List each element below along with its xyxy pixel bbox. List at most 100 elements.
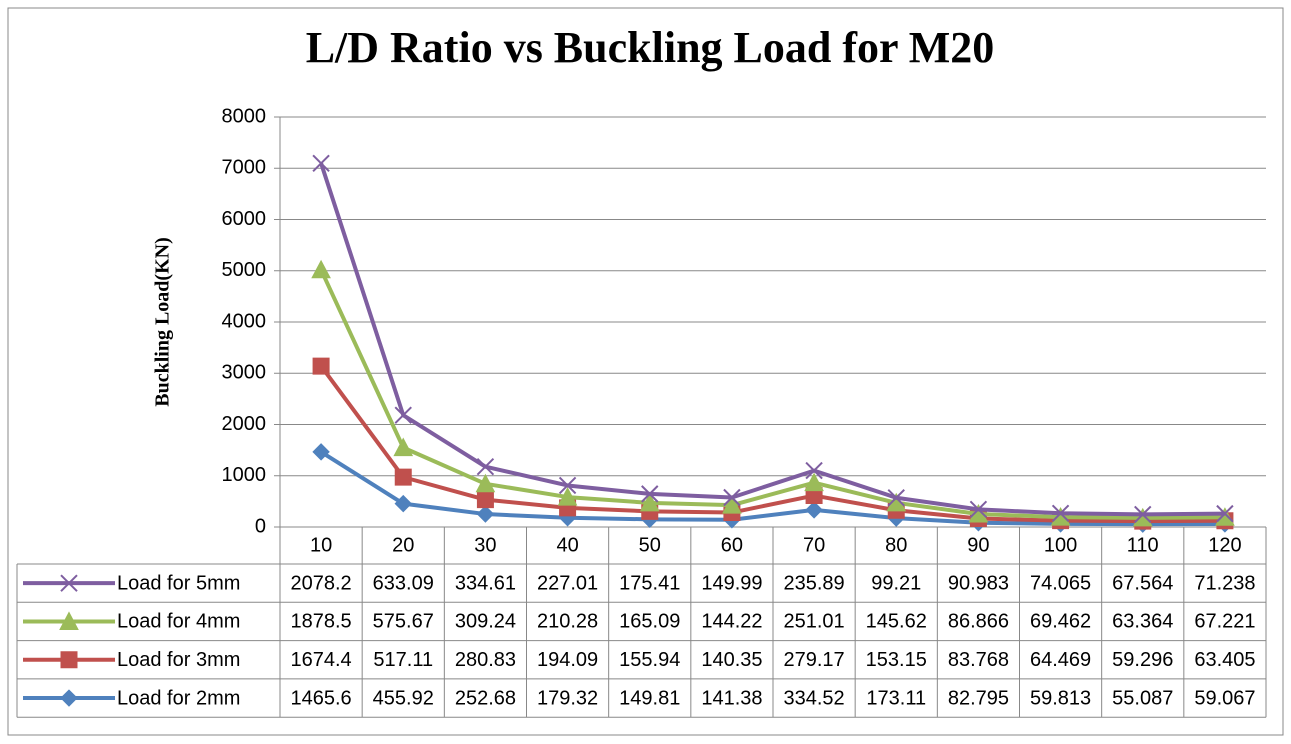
table-value: 144.22 (701, 611, 762, 633)
table-value: 140.35 (701, 649, 762, 671)
y-tick-label: 8000 (222, 105, 267, 127)
table-value: 1878.5 (290, 611, 351, 633)
table-value: 155.94 (619, 649, 680, 671)
x-tick-label: 60 (721, 534, 743, 556)
chart-title: L/D Ratio vs Buckling Load for M20 (306, 23, 995, 72)
table-value: 173.11 (866, 687, 926, 709)
series-marker (1132, 507, 1153, 527)
series-marker (558, 476, 577, 495)
table-value: 141.38 (701, 687, 762, 709)
x-tick-label: 120 (1208, 534, 1241, 556)
table-value: 165.09 (619, 611, 680, 633)
table-value: 55.087 (1112, 687, 1173, 709)
table-value: 82.795 (948, 687, 1009, 709)
table-value: 575.67 (373, 611, 434, 633)
series-marker (722, 495, 742, 514)
series-marker (1134, 505, 1152, 524)
legend-label: Load for 5mm (117, 572, 240, 594)
series-marker (804, 472, 824, 492)
table-value: 83.768 (948, 649, 1009, 671)
series-marker (476, 505, 495, 523)
y-axis-label: Buckling Load(KN) (152, 237, 174, 406)
table-value: 175.41 (619, 572, 680, 594)
table-value: 179.32 (537, 687, 598, 709)
x-tick-label: 70 (803, 534, 825, 556)
table-value: 90.983 (948, 572, 1009, 594)
table-value: 334.61 (455, 572, 516, 594)
y-tick-label: 3000 (222, 362, 267, 384)
series-line (319, 162, 1225, 517)
series-marker (393, 437, 414, 457)
table-value: 2078.2 (290, 572, 351, 594)
table-value: 194.09 (537, 649, 598, 671)
table-value: 71.238 (1194, 572, 1255, 594)
y-tick-label: 7000 (222, 157, 267, 179)
series-marker (805, 461, 823, 480)
series-marker (969, 500, 988, 519)
series-marker (312, 154, 330, 173)
series-marker (1216, 504, 1234, 523)
series-marker (312, 357, 330, 375)
x-tick-label: 80 (885, 534, 907, 556)
y-tick-label: 6000 (222, 208, 267, 230)
x-tick-label: 110 (1127, 534, 1159, 556)
table-value: 149.81 (619, 687, 680, 709)
legend-label: Load for 2mm (117, 687, 240, 709)
table-value: 455.92 (373, 687, 434, 709)
table-value: 59.296 (1112, 649, 1173, 671)
x-tick-label: 30 (474, 534, 496, 556)
table-value: 235.89 (783, 572, 844, 594)
series-marker (476, 457, 495, 476)
table-value: 153.15 (866, 649, 927, 671)
series-marker (312, 443, 330, 461)
table-value: 210.28 (537, 611, 598, 633)
x-tick-label: 90 (967, 534, 989, 556)
series-marker (394, 406, 412, 424)
table-value: 1465.6 (290, 687, 351, 709)
y-tick-label: 0 (255, 515, 266, 537)
x-tick-label: 50 (639, 534, 661, 556)
table-value: 227.01 (537, 572, 598, 594)
series-marker (557, 487, 578, 506)
table-value: 1674.4 (290, 649, 351, 671)
table-value: 63.405 (1194, 649, 1255, 671)
series-marker (723, 488, 741, 507)
legend-marker (60, 651, 78, 669)
legend-marker (59, 611, 79, 630)
table-value: 99.21 (871, 572, 921, 594)
series-marker (1051, 504, 1070, 522)
series-marker (476, 491, 494, 509)
y-tick-label: 1000 (222, 464, 267, 486)
series-marker (394, 494, 412, 513)
series-marker (805, 501, 823, 519)
table-value: 74.065 (1030, 572, 1091, 594)
x-tick-label: 10 (310, 534, 332, 556)
series-marker (311, 259, 331, 279)
table-value: 59.813 (1030, 687, 1091, 709)
legend-marker (60, 574, 78, 592)
x-tick-label: 40 (556, 534, 578, 556)
x-tick-label: 20 (392, 534, 414, 556)
table-value: 149.99 (701, 572, 762, 594)
table-value: 67.221 (1194, 611, 1255, 633)
table-value: 309.24 (455, 611, 516, 633)
series-marker (887, 489, 905, 507)
series-marker (641, 485, 659, 503)
y-tick-label: 2000 (222, 413, 267, 435)
series-marker (394, 468, 412, 486)
table-value: 145.62 (866, 611, 927, 633)
series-line (320, 450, 1225, 527)
table-value: 67.564 (1112, 572, 1173, 594)
table-value: 86.866 (948, 611, 1009, 633)
table-value: 280.83 (455, 649, 516, 671)
table-value: 63.364 (1112, 611, 1173, 633)
legend-label: Load for 3mm (117, 649, 240, 671)
table-value: 69.462 (1030, 611, 1091, 633)
x-tick-label: 100 (1044, 534, 1077, 556)
chart-border (7, 7, 1284, 736)
series-marker (475, 473, 496, 493)
table-value: 59.067 (1194, 687, 1255, 709)
legend-marker (60, 689, 78, 707)
y-tick-label: 5000 (222, 259, 267, 281)
